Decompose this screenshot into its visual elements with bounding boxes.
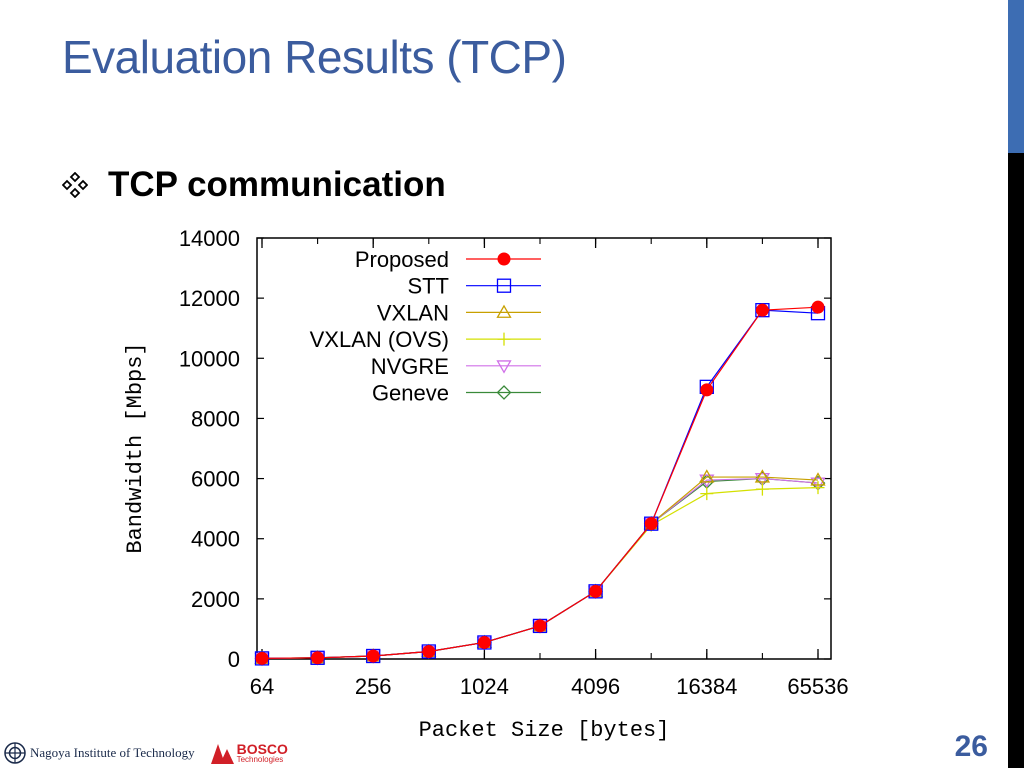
side-accent-bar bbox=[1008, 0, 1024, 153]
bullet-text: TCP communication bbox=[108, 165, 446, 204]
plot-frame bbox=[256, 237, 832, 660]
legend-marker-vxlan bbox=[496, 304, 512, 318]
series-line-stt bbox=[261, 309, 819, 659]
x-axis-label: Packet Size [bytes] bbox=[419, 718, 670, 743]
y-tick-label: 4000 bbox=[191, 527, 240, 552]
x-tick-label: 65536 bbox=[787, 674, 848, 699]
data-point-nvgre bbox=[810, 477, 826, 491]
x-tick-label: 4096 bbox=[571, 674, 620, 699]
legend-marker-geneve bbox=[496, 385, 512, 400]
y-tick-label: 6000 bbox=[191, 467, 240, 492]
bosco-logo: BOSCO Technologies bbox=[209, 741, 288, 765]
y-tick-label: 0 bbox=[228, 647, 240, 672]
x-tick-label: 16384 bbox=[676, 674, 737, 699]
data-point-proposed bbox=[755, 303, 769, 317]
data-point-vxlan-ovs bbox=[811, 481, 825, 495]
data-point-vxlan bbox=[754, 469, 771, 483]
data-point-proposed bbox=[477, 635, 491, 649]
x-tick-label: 256 bbox=[355, 674, 392, 699]
side-dark-bar bbox=[1008, 153, 1024, 768]
y-tick-label: 8000 bbox=[191, 406, 240, 431]
legend-marker-stt bbox=[496, 278, 512, 293]
series-proposed bbox=[255, 300, 825, 665]
institute-name: Nagoya Institute of Technology bbox=[30, 745, 195, 760]
diamond-bullet-icon bbox=[62, 172, 88, 198]
data-point-proposed bbox=[811, 300, 825, 314]
company-subtitle: Technologies bbox=[236, 755, 284, 764]
data-point-proposed bbox=[255, 651, 269, 665]
legend-marker-proposed bbox=[497, 252, 511, 266]
y-tick-label: 12000 bbox=[179, 286, 240, 311]
y-axis-label: Bandwidth [Mbps] bbox=[123, 342, 148, 553]
legend-label-vxlan-ovs: VXLAN (OVS) bbox=[310, 327, 449, 352]
data-point-vxlan-ovs bbox=[755, 482, 769, 496]
legend-label-geneve: Geneve bbox=[372, 381, 449, 406]
company-name: BOSCO bbox=[236, 741, 288, 757]
chart-axes: 0 2000 4000 6000 8000 10000 12000 14000 64 256 102… bbox=[123, 226, 849, 743]
legend-marker-vxlan-ovs bbox=[497, 332, 511, 346]
data-point-nvgre bbox=[754, 473, 771, 487]
bosco-mark-icon bbox=[210, 744, 234, 764]
legend-marker-nvgre bbox=[496, 360, 512, 374]
series-stt bbox=[254, 303, 826, 666]
data-point-proposed bbox=[589, 584, 603, 598]
legend-label-nvgre: NVGRE bbox=[371, 354, 449, 379]
data-point-proposed bbox=[644, 517, 658, 531]
data-point-proposed bbox=[700, 383, 714, 397]
bullet-item: TCP communication bbox=[62, 165, 446, 205]
data-point-proposed bbox=[533, 619, 547, 633]
footer-logos: Nagoya Institute of Technology BOSCO Tec… bbox=[4, 738, 288, 768]
y-tick-label: 2000 bbox=[191, 587, 240, 612]
data-point-vxlan bbox=[699, 469, 715, 483]
x-tick-label: 1024 bbox=[460, 674, 509, 699]
data-point-proposed bbox=[311, 651, 325, 665]
nagoya-institute-logo: Nagoya Institute of Technology bbox=[4, 742, 195, 764]
institute-emblem-icon bbox=[4, 742, 26, 764]
data-point-vxlan-ovs bbox=[700, 487, 714, 501]
data-point-proposed bbox=[366, 649, 380, 663]
legend-label-stt: STT bbox=[407, 274, 449, 299]
data-point-proposed bbox=[422, 644, 436, 658]
y-tick-label: 14000 bbox=[179, 226, 240, 251]
legend-label-vxlan: VXLAN bbox=[377, 300, 449, 325]
legend-label-proposed: Proposed bbox=[355, 247, 449, 272]
slide-title: Evaluation Results (TCP) bbox=[62, 31, 567, 83]
data-point-nvgre bbox=[699, 474, 715, 488]
series-vxlan-ovs bbox=[255, 481, 825, 665]
series-nvgre bbox=[254, 473, 826, 667]
y-tick-label: 10000 bbox=[179, 346, 240, 371]
chart-series bbox=[254, 300, 826, 667]
page-number: 26 bbox=[954, 730, 988, 763]
x-tick-label: 64 bbox=[250, 674, 274, 699]
data-point-vxlan bbox=[810, 472, 826, 486]
series-geneve bbox=[254, 471, 826, 666]
series-line-proposed bbox=[261, 306, 819, 659]
series-vxlan bbox=[254, 469, 826, 664]
